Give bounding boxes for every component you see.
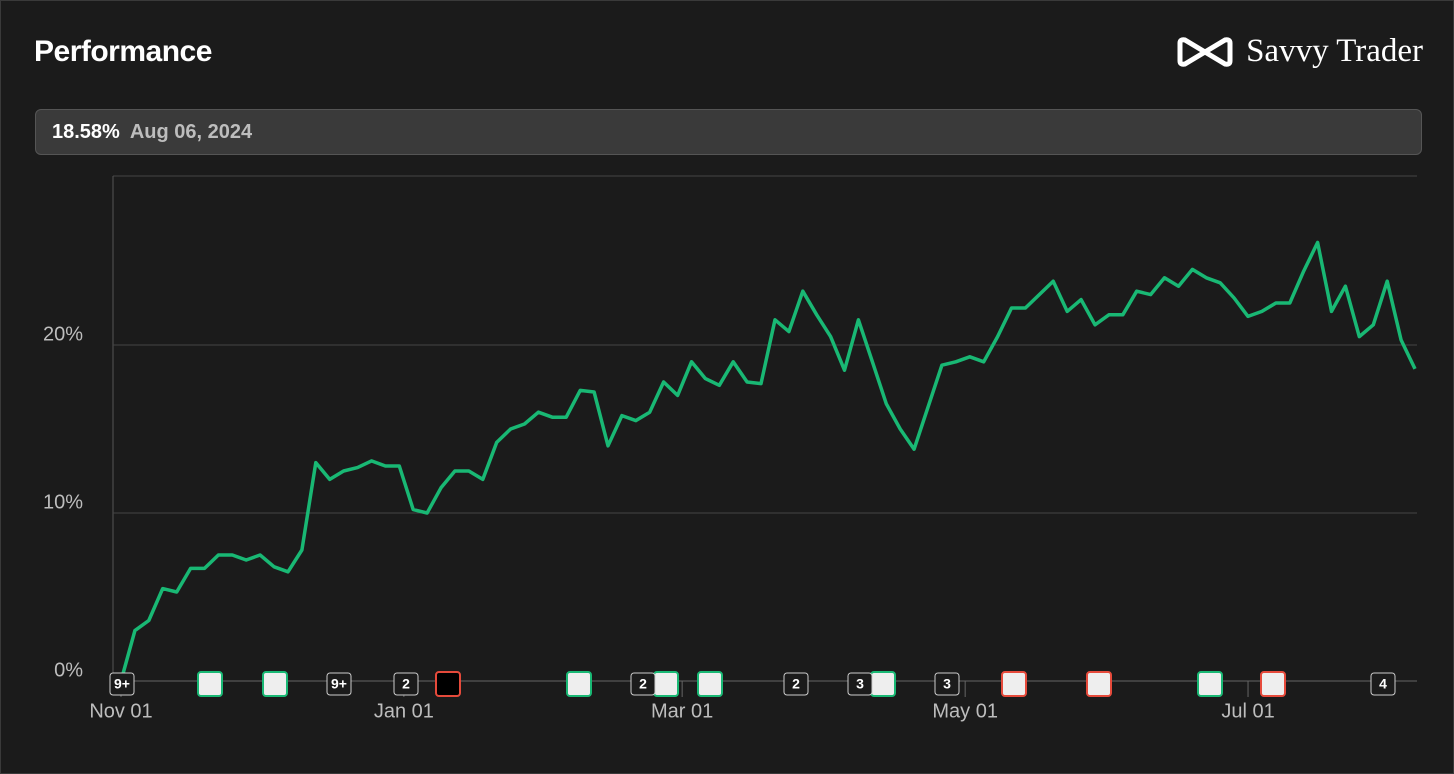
badge-count: 3 xyxy=(856,676,864,692)
badge-count: 2 xyxy=(792,676,800,692)
events: 9+ 9+ 2 2 2 3 3 4 xyxy=(109,671,1396,697)
x-tick-label: Nov 01 xyxy=(89,700,152,722)
event-badge[interactable]: 2 xyxy=(783,672,809,696)
y-tick-label: 10% xyxy=(43,491,83,513)
x-tick-label: Jul 01 xyxy=(1221,700,1274,722)
event-logo[interactable] xyxy=(1086,671,1112,697)
x-tick-label: May 01 xyxy=(932,700,998,722)
title: Performance xyxy=(34,35,212,68)
y-tick-label: 0% xyxy=(54,659,83,681)
performance-line xyxy=(119,240,1417,682)
event-logo[interactable] xyxy=(870,671,896,697)
badge-count: 2 xyxy=(402,676,410,692)
badge-count: 9+ xyxy=(114,676,130,692)
event-badge[interactable]: 2 xyxy=(630,672,656,696)
event-badge[interactable]: 4 xyxy=(1370,672,1396,696)
event-badge[interactable]: 3 xyxy=(847,672,873,696)
summary-value: 18.58% xyxy=(52,120,120,143)
event-logo[interactable] xyxy=(697,671,723,697)
summary-bar: 18.58% Aug 06, 2024 xyxy=(35,109,1422,155)
badge-count: 3 xyxy=(943,676,951,692)
brand-logo xyxy=(1177,36,1233,67)
y-tick-label: 20% xyxy=(43,323,83,345)
badge-count: 9+ xyxy=(331,676,347,692)
event-logo[interactable] xyxy=(197,671,223,697)
event-badge[interactable]: 9+ xyxy=(326,672,352,696)
badge-count: 4 xyxy=(1379,676,1387,692)
plot: 0% 10% 20% Nov 01 Jan 01 Mar 01 May 01 Jul 01 xyxy=(43,240,1417,722)
event-logo[interactable] xyxy=(1260,671,1286,697)
event-logo[interactable] xyxy=(262,671,288,697)
event-logo[interactable] xyxy=(1001,671,1027,697)
event-logo[interactable] xyxy=(435,671,461,697)
brand: Savvy Trader xyxy=(1176,33,1423,70)
event-badge[interactable]: 2 xyxy=(393,672,419,696)
event-logo[interactable] xyxy=(566,671,592,697)
x-tick-label: Jan 01 xyxy=(374,700,434,722)
event-badge[interactable]: 9+ xyxy=(109,672,135,696)
summary-date: Aug 06, 2024 xyxy=(129,120,253,143)
x-tick-label: Mar 01 xyxy=(651,700,713,722)
brand-name: Savvy Trader xyxy=(1246,33,1423,69)
event-logo[interactable] xyxy=(1197,671,1223,697)
event-logo[interactable] xyxy=(653,671,679,697)
event-badge[interactable]: 3 xyxy=(934,672,960,696)
badge-count: 2 xyxy=(639,676,647,692)
